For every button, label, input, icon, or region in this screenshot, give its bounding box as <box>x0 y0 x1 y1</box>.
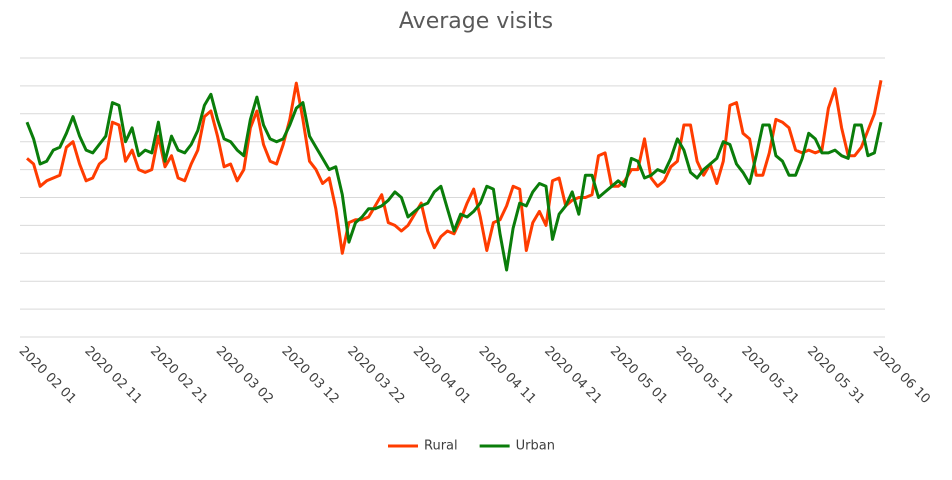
x-tick-label: 2020 04 11 <box>476 344 539 407</box>
series-line <box>25 92 883 272</box>
x-tick-label: 2020 05 21 <box>738 344 801 407</box>
x-tick-label: 2020 03 22 <box>344 344 407 407</box>
x-tick-label: 2020 04 21 <box>541 344 604 407</box>
x-tick-label: 2020 02 01 <box>16 344 79 407</box>
x-tick-label: 2020 03 02 <box>213 344 276 407</box>
x-tick-label: 2020 05 31 <box>804 344 867 407</box>
x-tick-label: 2020 02 21 <box>147 344 210 407</box>
legend-label: Rural <box>424 439 458 454</box>
series-line <box>26 80 883 255</box>
x-tick-label: 2020 06 10 <box>870 344 933 407</box>
x-tick-label: 2020 04 01 <box>410 344 473 407</box>
x-tick-label: 2020 03 12 <box>278 344 341 407</box>
legend-label: Urban <box>516 439 555 454</box>
x-tick-label: 2020 05 01 <box>607 344 670 407</box>
x-tick-label: 2020 05 11 <box>673 344 736 407</box>
x-tick-label: 2020 02 11 <box>81 344 144 407</box>
chart-title: Average visits <box>399 9 553 34</box>
